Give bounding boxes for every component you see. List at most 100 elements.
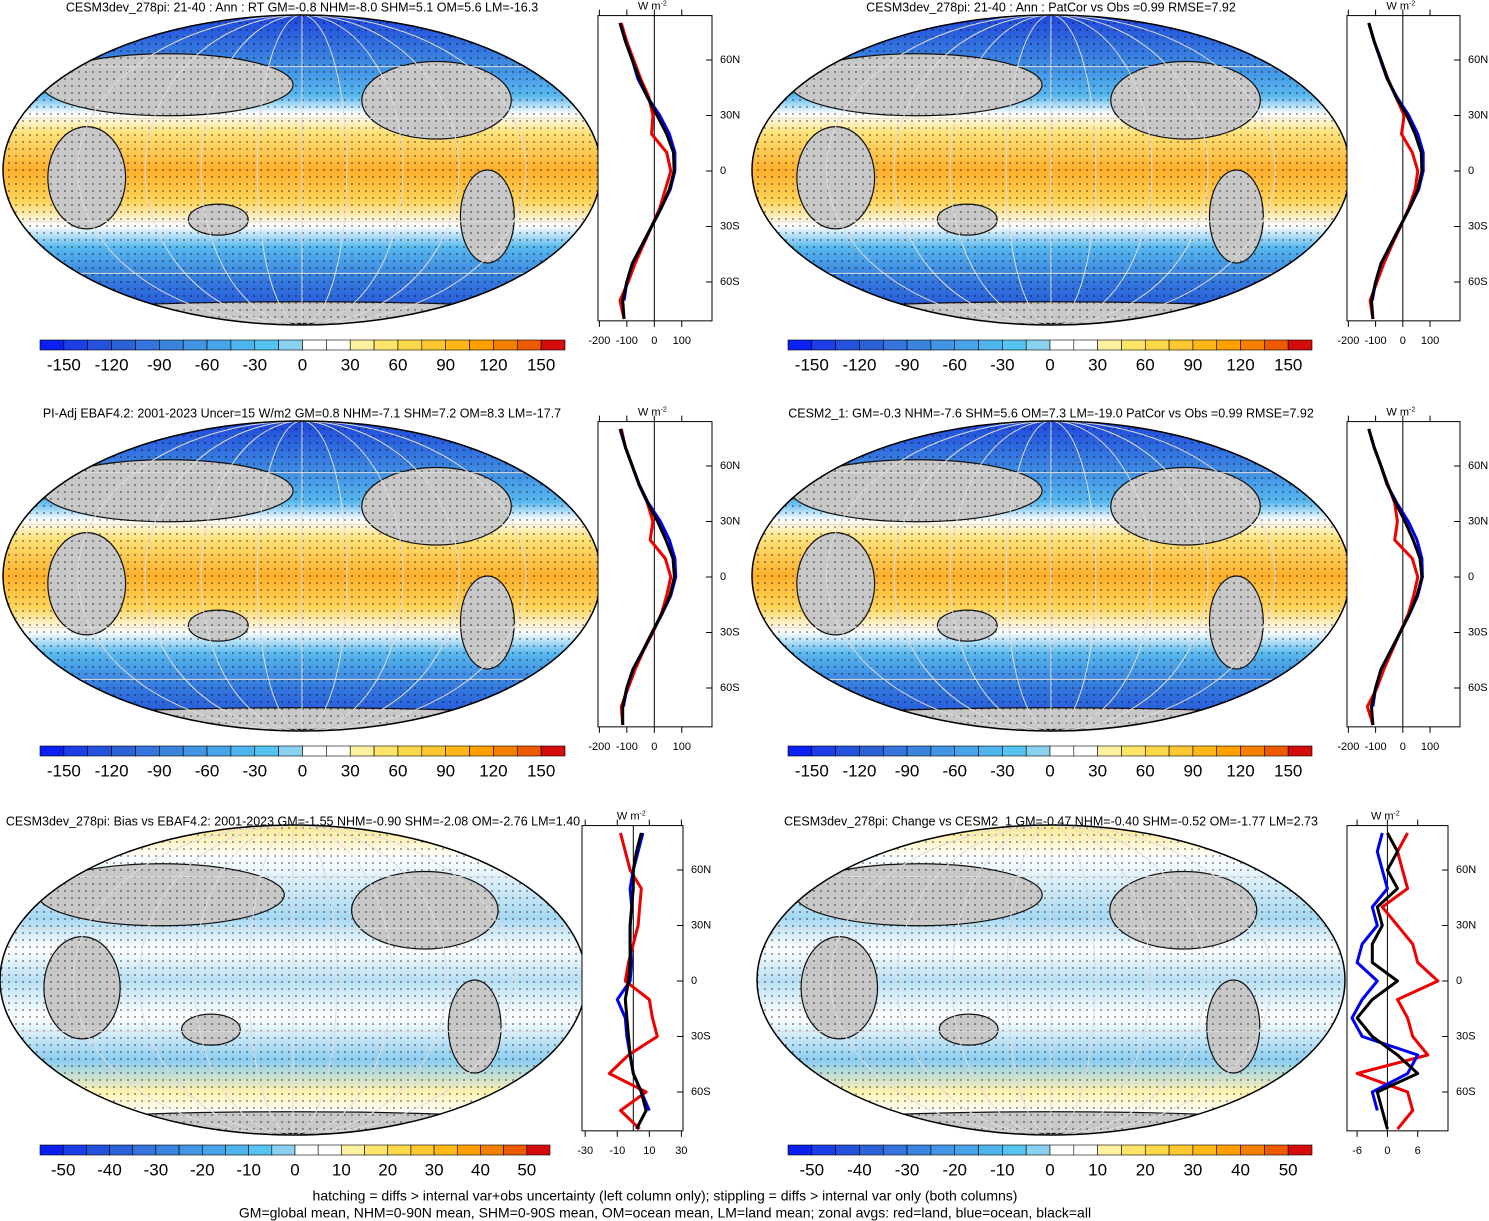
colorbar-box: [1192, 339, 1218, 351]
x-tick-label: -100: [1365, 741, 1387, 753]
colorbar-label: 0: [1045, 355, 1054, 374]
colorbar-label: 30: [1183, 1160, 1202, 1179]
y-tick-label: 60S: [691, 1086, 711, 1098]
colorbar-label: 30: [1088, 355, 1107, 374]
graticule: [826, 15, 1276, 325]
graticule: [256, 15, 348, 325]
colorbar-label: 90: [1183, 355, 1202, 374]
y-tick-label: 30S: [720, 626, 740, 638]
colorbar-box: [254, 339, 279, 351]
colorbar-box: [480, 1144, 504, 1156]
y-tick-label: 60S: [1456, 1086, 1476, 1098]
colorbar-box: [63, 745, 89, 757]
colorbar-box: [906, 339, 932, 351]
colorbar-label: 0: [290, 1160, 299, 1179]
graticule: [248, 825, 338, 1135]
colorbar-box: [1097, 1144, 1122, 1156]
colorbar-label: 50: [1279, 1160, 1298, 1179]
graticule: [1005, 15, 1097, 325]
panel-title: CESM3dev_278pi: 21-40 : Ann : PatCor vs …: [866, 0, 1236, 14]
colorbar-box: [1216, 745, 1241, 757]
map: [3, 15, 601, 325]
colorbar-box: [859, 745, 884, 757]
colorbar-label: 120: [1226, 761, 1254, 780]
zonal-line: [1350, 832, 1420, 1111]
y-tick-label: 60S: [720, 682, 740, 694]
colorbar-box: [1073, 339, 1098, 351]
colorbar-box: [930, 339, 956, 351]
x-tick-label: -200: [588, 741, 610, 753]
colorbar-box: [906, 1144, 932, 1156]
colorbar-box: [978, 1144, 1003, 1156]
x-tick-label: 30: [675, 1145, 687, 1157]
colorbar-label: 0: [298, 355, 307, 374]
graticule: [144, 421, 460, 731]
colorbar-box: [882, 339, 908, 351]
colorbar-label: 120: [1226, 355, 1254, 374]
colorbar-box: [811, 745, 836, 757]
colorbar-label: -90: [895, 761, 920, 780]
colorbar-label: 0: [1045, 761, 1054, 780]
colorbar-label: -120: [842, 355, 876, 374]
graticule: [144, 15, 460, 325]
colorbar-label: -90: [147, 761, 172, 780]
map: [757, 825, 1345, 1135]
colorbar-box: [1073, 1144, 1098, 1156]
x-tick-label: -200: [588, 335, 610, 347]
panel-title: CESM3dev_278pi: 21-40 : Ann : RT GM=-0.8…: [66, 0, 538, 14]
colorbar-label: -150: [47, 355, 81, 374]
colorbar-box: [1216, 1144, 1241, 1156]
colorbar-box: [326, 339, 351, 351]
colorbar-box: [349, 339, 375, 351]
colorbar-label: 30: [425, 1160, 444, 1179]
colorbar-box: [493, 745, 518, 757]
colorbar-box: [1025, 745, 1051, 757]
colorbar-label: -20: [942, 1160, 967, 1179]
zonal-line: [619, 428, 676, 725]
colorbar-label: 40: [471, 1160, 490, 1179]
colorbar-box: [63, 339, 89, 351]
y-tick-label: 30N: [1468, 109, 1488, 121]
graticule: [830, 825, 1272, 1135]
colorbar-label: 60: [1136, 355, 1155, 374]
colorbar-box: [39, 745, 65, 757]
colorbar-box: [248, 1144, 273, 1156]
colorbar-box: [155, 1144, 180, 1156]
y-tick-label: 0: [1468, 571, 1474, 583]
unit-label: W m-2: [617, 811, 646, 823]
x-tick-label: -10: [609, 1145, 625, 1157]
y-tick-label: 30S: [1468, 220, 1488, 232]
x-tick-label: 6: [1415, 1145, 1421, 1157]
colorbar-box: [882, 1144, 908, 1156]
unit-exp: -2: [639, 811, 645, 818]
colorbar-box: [373, 745, 399, 757]
colorbar-box: [1287, 1144, 1313, 1156]
colorbar-box: [373, 339, 399, 351]
colorbar-label: -120: [95, 761, 129, 780]
colorbar-box: [87, 339, 112, 351]
colorbar-label: 20: [378, 1160, 397, 1179]
colorbar-box: [859, 1144, 884, 1156]
colorbar-box: [493, 339, 518, 351]
colorbar-box: [930, 1144, 956, 1156]
y-tick-label: 60N: [1468, 54, 1488, 66]
colorbar-box: [1240, 1144, 1265, 1156]
colorbar-label: 60: [388, 761, 407, 780]
colorbar-box: [787, 745, 813, 757]
colorbar-label: -60: [942, 761, 967, 780]
colorbar-label: -90: [147, 355, 172, 374]
colorbar-box: [540, 339, 566, 351]
unit-label: W m-2: [1386, 1, 1415, 13]
graticule: [193, 825, 393, 1135]
graticule: [893, 15, 1209, 325]
colorbar-box: [230, 745, 256, 757]
x-tick-label: 0: [1400, 741, 1406, 753]
unit-label: W m-2: [1371, 811, 1400, 823]
x-tick-label: -200: [1337, 335, 1359, 347]
colorbar-box: [39, 1144, 64, 1156]
colorbar-box: [954, 1144, 979, 1156]
colorbar-label: 60: [1136, 761, 1155, 780]
y-tick-label: 60S: [1468, 276, 1488, 288]
unit-label: W m-2: [1386, 407, 1415, 419]
